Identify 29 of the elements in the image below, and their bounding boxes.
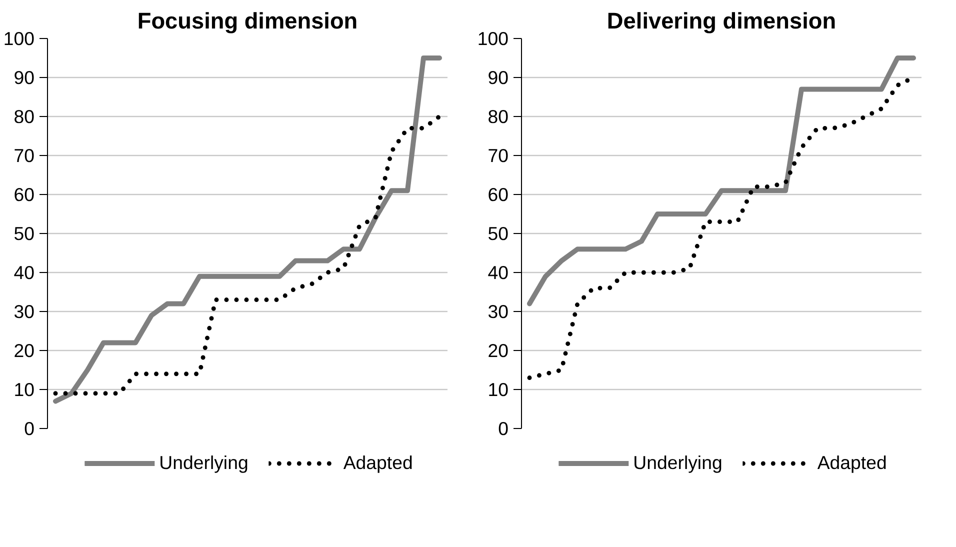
y-tick-label: 100: [477, 28, 509, 49]
y-tick-label: 90: [488, 67, 509, 88]
y-tick-label: 70: [488, 145, 509, 166]
y-tick-label: 50: [488, 223, 509, 244]
y-tick-label: 90: [14, 67, 35, 88]
legend-label: Adapted: [343, 452, 413, 474]
y-tick-label: 40: [14, 262, 35, 283]
y-tick-label: 10: [14, 379, 35, 400]
chart-title: Focusing dimension: [137, 8, 358, 34]
y-tick-label: 10: [488, 379, 509, 400]
line-series: [53, 114, 442, 396]
y-tick-label: 60: [14, 184, 35, 205]
y-tick-label: 30: [488, 301, 509, 322]
y-tick-label: 0: [24, 418, 35, 439]
y-tick-label: 0: [498, 418, 509, 439]
y-tick-label: 50: [14, 223, 35, 244]
y-tick-label: 100: [3, 28, 35, 49]
legend-label: Underlying: [159, 452, 248, 474]
y-tick-label: 30: [14, 301, 35, 322]
legend-label: Adapted: [817, 452, 887, 474]
chart-title: Delivering dimension: [606, 8, 836, 34]
y-tick-label: 80: [488, 106, 509, 127]
y-tick-label: 20: [488, 340, 509, 361]
y-tick-label: 60: [488, 184, 509, 205]
legend-label: Underlying: [633, 452, 722, 474]
y-tick-label: 20: [14, 340, 35, 361]
y-tick-label: 70: [14, 145, 35, 166]
y-tick-label: 40: [488, 262, 509, 283]
y-tick-label: 80: [14, 106, 35, 127]
